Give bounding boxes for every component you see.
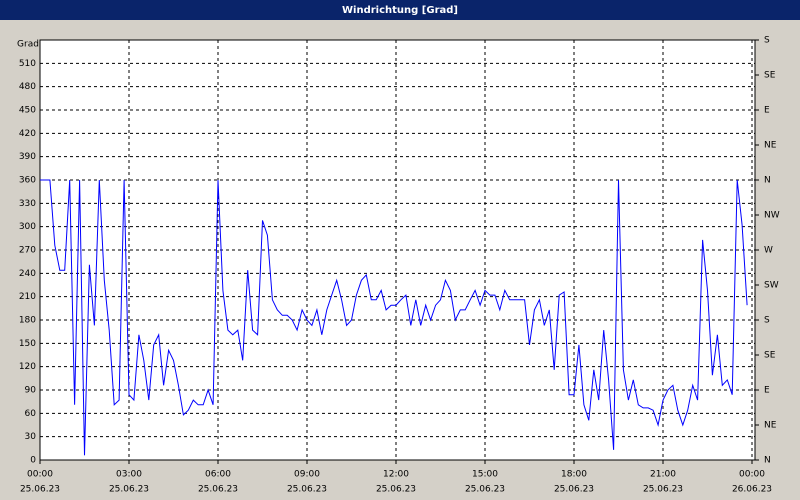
x-tick-date: 25.06.23 bbox=[198, 485, 238, 495]
x-tick-date: 25.06.23 bbox=[109, 485, 149, 495]
y2-tick-label: SE bbox=[764, 351, 776, 361]
title-bar bbox=[0, 0, 800, 20]
x-tick-date: 25.06.23 bbox=[20, 485, 60, 495]
y2-tick-label: N bbox=[764, 176, 771, 186]
x-tick-label: 21:00 bbox=[650, 470, 676, 480]
x-tick-date: 25.06.23 bbox=[465, 485, 505, 495]
x-tick-date: 25.06.23 bbox=[554, 485, 594, 495]
y2-tick-label: E bbox=[764, 386, 770, 396]
x-tick-label: 00:00 bbox=[739, 470, 765, 480]
y2-tick-label: NE bbox=[764, 421, 777, 431]
y-tick-label: 480 bbox=[19, 82, 36, 92]
y-tick-label: 360 bbox=[19, 176, 36, 186]
y-tick-label: 150 bbox=[19, 339, 36, 349]
y-tick-label: 0 bbox=[30, 456, 36, 466]
data-line bbox=[40, 179, 748, 456]
x-tick-date: 25.06.23 bbox=[376, 485, 416, 495]
chart-title: Windrichtung [Grad] bbox=[342, 5, 458, 16]
y2-tick-label: NW bbox=[764, 211, 780, 221]
x-tick-label: 12:00 bbox=[383, 470, 409, 480]
y-tick-label: 300 bbox=[19, 222, 36, 232]
y-tick-label: 210 bbox=[19, 292, 36, 302]
y-tick-label: 390 bbox=[19, 152, 36, 162]
y-tick-label: 120 bbox=[19, 362, 36, 372]
x-tick-label: 06:00 bbox=[205, 470, 231, 480]
y2-tick-label: SE bbox=[764, 71, 776, 81]
x-tick-label: 00:00 bbox=[27, 470, 53, 480]
y-tick-label: 30 bbox=[25, 432, 37, 442]
y-tick-label: 330 bbox=[19, 199, 36, 209]
x-tick-date: 25.06.23 bbox=[643, 485, 683, 495]
y2-tick-label: NE bbox=[764, 141, 777, 151]
y-tick-label: 240 bbox=[19, 269, 36, 279]
y2-tick-label: E bbox=[764, 106, 770, 116]
y-tick-label: 510 bbox=[19, 59, 36, 69]
y-tick-label: 60 bbox=[25, 409, 37, 419]
x-tick-date: 25.06.23 bbox=[287, 485, 327, 495]
y-tick-label: 180 bbox=[19, 316, 36, 326]
y-tick-label: 450 bbox=[19, 106, 36, 116]
x-tick-label: 09:00 bbox=[294, 470, 320, 480]
x-tick-date: 26.06.23 bbox=[732, 485, 772, 495]
x-tick-label: 18:00 bbox=[561, 470, 587, 480]
y-tick-label: 420 bbox=[19, 129, 36, 139]
x-tick-label: 03:00 bbox=[116, 470, 142, 480]
x-tick-label: 15:00 bbox=[472, 470, 498, 480]
y2-tick-label: W bbox=[764, 246, 773, 256]
y-axis-label: Grad bbox=[17, 40, 39, 50]
y-tick-label: 90 bbox=[25, 386, 37, 396]
y2-tick-label: S bbox=[764, 316, 770, 326]
y2-tick-label: N bbox=[764, 456, 771, 466]
y2-tick-label: S bbox=[764, 36, 770, 46]
y-tick-label: 270 bbox=[19, 246, 36, 256]
y2-tick-label: SW bbox=[764, 281, 779, 291]
